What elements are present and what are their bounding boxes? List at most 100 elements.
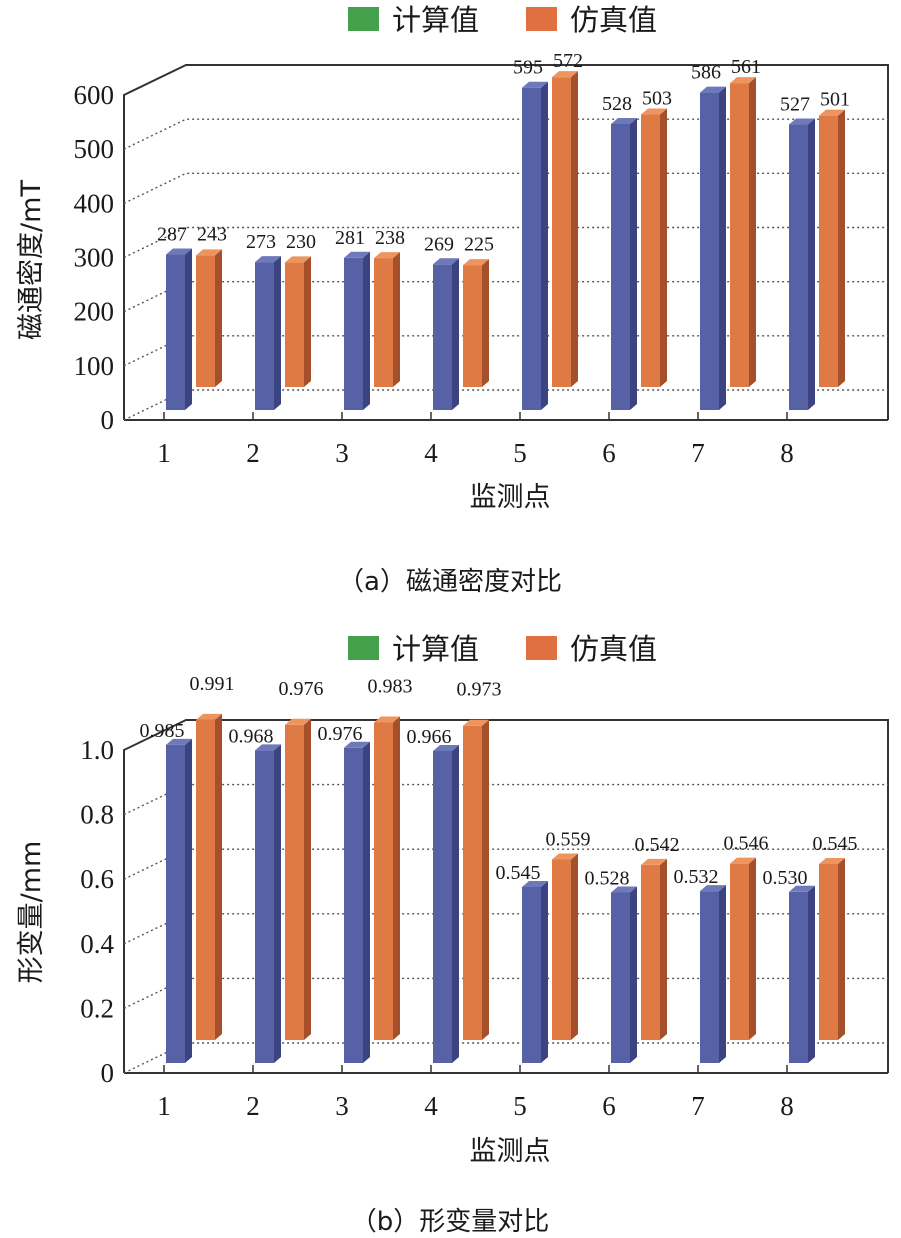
- legend-swatch-sim: [526, 636, 557, 660]
- bar-calc: [166, 248, 192, 410]
- y-axis-title: 形变量/mm: [16, 841, 47, 984]
- legend: 计算值 仿真值: [348, 632, 657, 666]
- gridline: [123, 335, 888, 367]
- legend-label-calc: 计算值: [392, 632, 479, 666]
- bar-calc: [344, 741, 370, 1063]
- y-tick-label: 0: [101, 405, 115, 435]
- data-label-sim: 0.973: [457, 679, 502, 701]
- data-label-calc: 528: [602, 93, 632, 115]
- bar-calc: [522, 81, 548, 410]
- bar-calc: [166, 738, 192, 1063]
- bar-sim: [730, 857, 756, 1040]
- gridline: [123, 226, 888, 259]
- data-label-sim: 0.542: [635, 834, 680, 856]
- y-tick-label: 600: [74, 80, 115, 110]
- y-tick-label: 1.0: [80, 735, 114, 765]
- data-label-calc: 0.985: [140, 720, 185, 742]
- gridline: [123, 118, 888, 150]
- gridline: [123, 913, 888, 945]
- bars: [166, 713, 845, 1063]
- data-label-sim: 230: [286, 231, 316, 253]
- gridline: [123, 389, 888, 421]
- data-label-sim: 243: [197, 224, 227, 246]
- data-label-sim: 501: [820, 89, 850, 111]
- bar-sim: [196, 713, 222, 1040]
- x-tick-label: 2: [246, 1091, 260, 1121]
- data-label-sim: 0.983: [368, 675, 413, 697]
- data-label-calc: 0.532: [674, 866, 719, 888]
- data-label-sim: 503: [642, 88, 672, 110]
- data-label-calc: 527: [780, 94, 810, 116]
- bar-calc: [522, 880, 548, 1063]
- bar-sim: [641, 858, 667, 1040]
- x-tick-label: 5: [513, 438, 527, 468]
- x-tick-label: 1: [157, 438, 171, 468]
- bar-calc: [789, 118, 815, 411]
- bar-sim: [285, 718, 311, 1040]
- data-label-calc: 0.966: [407, 726, 452, 748]
- bar-sim: [552, 853, 578, 1040]
- bar-calc: [789, 885, 815, 1063]
- x-axis-title: 监测点: [470, 482, 551, 513]
- x-axis-ticks: 1 2 3 4 5 6 7 8: [157, 1065, 794, 1121]
- y-tick-label: 300: [74, 243, 115, 273]
- legend-swatch-sim: [526, 7, 557, 31]
- x-tick-label: 4: [424, 438, 438, 468]
- y-tick-label: 400: [74, 188, 115, 218]
- data-label-calc: 0.545: [496, 862, 541, 884]
- x-axis-title: 监测点: [470, 1136, 551, 1167]
- y-tick-label: 0.4: [80, 929, 114, 959]
- legend-label-sim: 仿真值: [570, 632, 657, 666]
- x-tick-label: 3: [335, 1091, 349, 1121]
- y-tick-label: 0: [101, 1058, 115, 1088]
- y-axis-title: 磁通密度/mT: [16, 180, 47, 340]
- data-label-calc: 0.530: [763, 867, 808, 889]
- bar-sim: [819, 109, 845, 387]
- x-tick-label: 2: [246, 438, 260, 468]
- legend-swatch-calc: [348, 636, 379, 660]
- bar-calc: [255, 256, 281, 410]
- data-label-calc: 269: [424, 233, 454, 255]
- x-tick-label: 7: [691, 1091, 705, 1121]
- legend-label-calc: 计算值: [392, 3, 479, 37]
- bar-sim: [641, 108, 667, 388]
- data-label-calc: 281: [335, 227, 365, 249]
- y-axis-ticks: 0 100 200 300 400 500 600: [74, 80, 115, 435]
- plot-frame: [123, 719, 889, 1074]
- data-label-calc: 273: [246, 231, 276, 253]
- data-labels: 287 243 273 230 281 238 269 225 595 572 528 503 586 5…: [157, 50, 850, 255]
- y-tick-label: 500: [74, 134, 115, 164]
- gridline: [123, 172, 888, 204]
- bars: [166, 71, 845, 411]
- x-tick-label: 3: [335, 438, 349, 468]
- bar-calc: [433, 258, 459, 410]
- bar-sim: [730, 77, 756, 387]
- chart-magnetic-flux-density: 计算值 仿真值 0 100 200 300 400 500 600 1 2 3 4 5 6 7 8 287…: [16, 3, 889, 597]
- data-label-sim: 0.976: [279, 678, 324, 700]
- x-tick-label: 6: [602, 1091, 616, 1121]
- bar-calc: [344, 251, 370, 410]
- data-labels: 0.985 0.991 0.968 0.976 0.976 0.983 0.966 0.973…: [140, 673, 858, 890]
- x-tick-label: 5: [513, 1091, 527, 1121]
- legend-label-sim: 仿真值: [570, 3, 657, 37]
- data-label-calc: 0.528: [585, 867, 630, 889]
- gridline: [123, 280, 888, 313]
- caption: （a）磁通密度对比: [338, 567, 562, 597]
- x-tick-label: 1: [157, 1091, 171, 1121]
- axis-frame: [123, 719, 889, 1073]
- x-axis-ticks: 1 2 3 4 5 6 7 8: [157, 412, 794, 468]
- bar-calc: [611, 886, 637, 1063]
- data-label-sim: 0.545: [813, 833, 858, 855]
- plot-frame: [123, 64, 889, 421]
- bar-sim: [285, 256, 311, 387]
- bar-sim: [552, 71, 578, 388]
- gridline: [123, 1042, 888, 1074]
- data-label-sim: 561: [731, 56, 761, 78]
- legend-swatch-calc: [348, 7, 379, 31]
- y-tick-label: 0.6: [80, 864, 114, 894]
- bar-sim: [463, 719, 489, 1040]
- y-tick-label: 100: [74, 351, 115, 381]
- bar-calc: [611, 118, 637, 410]
